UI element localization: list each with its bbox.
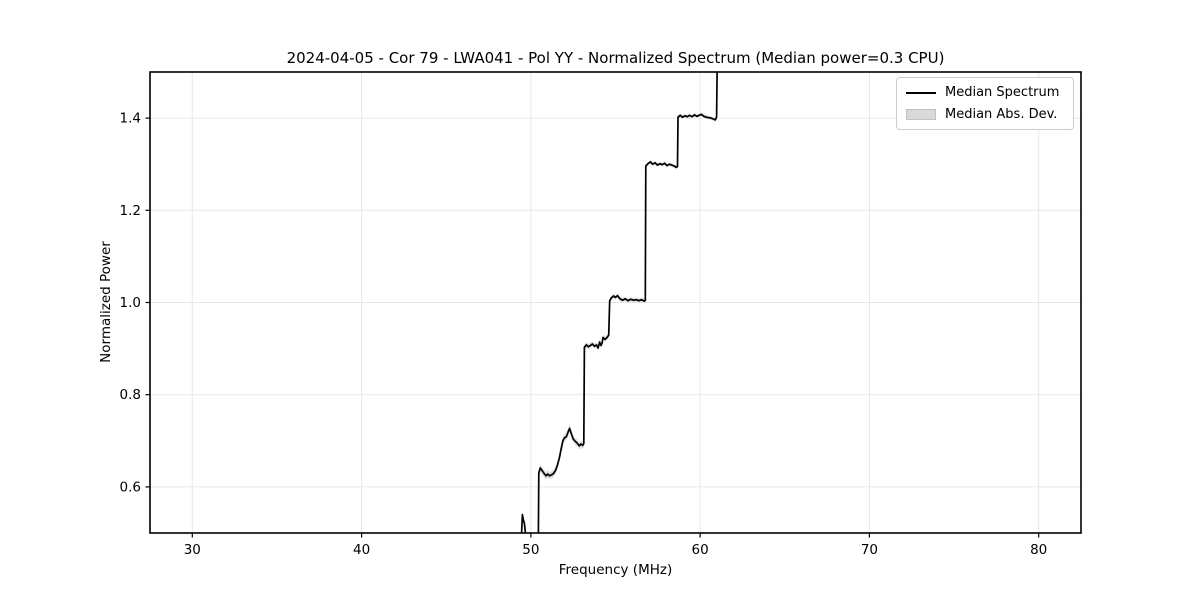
x-tick-label: 70 [861,542,878,558]
y-tick-label: 0.6 [120,479,141,495]
y-tick-label: 1.4 [120,111,141,127]
legend-label: Median Spectrum [945,85,1060,100]
chart-title: 2024-04-05 - Cor 79 - LWA041 - Pol YY - … [286,49,945,67]
x-axis-label: Frequency (MHz) [558,562,673,578]
median-spectrum-line [520,72,718,533]
legend: Median Spectrum Median Abs. Dev. [896,77,1074,130]
y-tick-label: 1.2 [120,203,141,219]
line-swatch-icon [906,91,936,94]
x-tick-label: 50 [522,542,539,558]
legend-item-median-spectrum: Median Spectrum [906,83,1064,102]
patch-swatch-icon [906,109,936,120]
y-tick-label: 1.0 [120,295,141,311]
y-tick-label: 0.8 [120,387,141,403]
x-tick-label: 40 [353,542,370,558]
x-tick-label: 60 [692,542,709,558]
legend-label: Median Abs. Dev. [945,107,1058,122]
legend-item-median-abs-dev: Median Abs. Dev. [906,105,1064,124]
x-tick-label: 30 [184,542,201,558]
x-tick-label: 80 [1030,542,1047,558]
